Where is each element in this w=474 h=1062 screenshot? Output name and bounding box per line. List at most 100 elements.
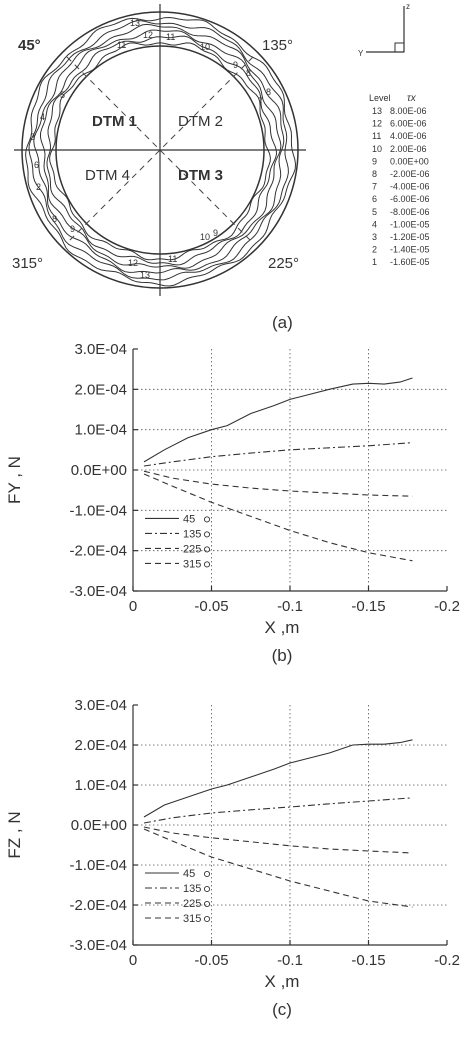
table-level-number: 10 [372, 144, 382, 154]
table-level-value: -1.00E-05 [390, 219, 430, 229]
contour-number: 9 [213, 228, 218, 238]
x-tick-label: -0.1 [277, 952, 303, 969]
x-tick-label: -0.1 [277, 598, 303, 615]
legend-degree-icon [203, 561, 211, 568]
region-label-dtm3: DTM 3 [178, 167, 223, 184]
legend-label: 225 [183, 543, 201, 555]
table-header-level: Level [369, 93, 391, 103]
contour-number: 2 [36, 182, 41, 192]
table-level-number: 11 [372, 131, 381, 141]
legend-degree-icon [203, 546, 211, 553]
series-line-315 [143, 473, 413, 562]
y-tick-label: 3.0E-04 [74, 341, 127, 358]
legend-degree-icon [203, 516, 211, 523]
table-level-number: 5 [372, 207, 377, 217]
fz-force-chart: 0 -0.05 -0.1 -0.15 -0.2 3.0E-04 2.0E-04 1.0E-04… [5, 697, 460, 1019]
table-level-number: 3 [372, 232, 377, 242]
region-label-dtm2: DTM 2 [178, 113, 223, 130]
contour-number: 4 [40, 112, 45, 122]
series-line-225 [143, 826, 413, 854]
y-tick-label: 1.0E-04 [74, 422, 127, 439]
table-level-number: 8 [372, 169, 377, 179]
axis-glyph-y: Y [358, 49, 364, 58]
y-tick-label: -3.0E-04 [69, 937, 127, 954]
legend-label: 225 [183, 898, 201, 910]
x-tick-label: -0.15 [351, 952, 385, 969]
contour-number: 5 [60, 90, 65, 100]
ring-contour-panel: DTM 1 DTM 2 DTM 3 DTM 4 45° 135° 225° 31… [12, 2, 430, 332]
contour-number: 6 [34, 160, 39, 170]
legend-label: 45 [183, 513, 195, 525]
y-tick-label: 3.0E-04 [74, 697, 127, 714]
x-tick-label: -0.2 [434, 952, 460, 969]
table-header-tau: τx [407, 93, 417, 104]
contour-number: 8 [246, 68, 251, 78]
y-tick-label: -2.0E-04 [69, 897, 127, 914]
legend-label: 135 [183, 883, 201, 895]
x-tick-label: 0 [129, 598, 137, 615]
series-line-135 [143, 442, 413, 467]
y-tick-label: -1.0E-04 [69, 857, 127, 874]
region-label-dtm4: DTM 4 [85, 167, 130, 184]
table-level-value: -2.00E-06 [390, 169, 430, 179]
table-level-number: 1 [372, 257, 377, 267]
table-level-value: 6.00E-06 [390, 119, 427, 129]
angle-label-225: 225° [268, 255, 299, 272]
table-level-value: 2.00E-06 [390, 144, 427, 154]
legend-label: 135 [183, 528, 201, 540]
contour-number: 12 [143, 30, 153, 40]
x-tick-label: -0.05 [194, 598, 228, 615]
legend-degree-icon [203, 915, 211, 923]
table-level-number: 12 [372, 119, 382, 129]
series-line-315 [143, 828, 413, 908]
table-level-number: 2 [372, 245, 377, 255]
contour-number: 8 [266, 87, 271, 97]
legend-degree-icon [203, 870, 211, 878]
x-axis-label: X ,m [265, 972, 300, 991]
series-line-45 [143, 377, 413, 463]
contour-number: 7 [258, 96, 263, 106]
legend-degree-icon [203, 900, 211, 908]
panel-caption: (c) [272, 1000, 292, 1019]
legend-degree-icon [203, 885, 211, 893]
x-axis-label: X ,m [265, 618, 300, 637]
y-axis-label: FY , N [5, 456, 24, 504]
legend-degree-icon [203, 531, 211, 538]
angle-label-45: 45° [18, 37, 41, 54]
table-level-value: -4.00E-06 [390, 182, 430, 192]
contour-number: 10 [200, 42, 210, 52]
contour-number: 10 [200, 232, 210, 242]
table-level-number: 7 [372, 182, 377, 192]
angle-label-315: 315° [12, 255, 43, 272]
y-tick-label: 2.0E-04 [74, 381, 127, 398]
x-tick-label: -0.2 [434, 598, 460, 615]
series-line-45 [143, 739, 413, 818]
table-level-value: 0.00E+00 [390, 156, 429, 166]
x-tick-label: 0 [129, 952, 137, 969]
table-level-value: -6.00E-06 [390, 194, 430, 204]
contour-number: 13 [130, 18, 140, 28]
panel-caption: (b) [272, 646, 293, 665]
contour-number: 9 [233, 60, 238, 70]
x-tick-label: -0.15 [351, 598, 385, 615]
y-tick-label: 1.0E-04 [74, 777, 127, 794]
table-level-number: 4 [372, 219, 377, 229]
legend-label: 315 [183, 558, 201, 570]
contour-number: 12 [128, 258, 138, 268]
caption-a: (a) [272, 313, 293, 332]
contour-number: 11 [117, 40, 126, 50]
table-level-value: 8.00E-06 [390, 106, 427, 116]
series-line-225 [143, 470, 413, 497]
y-tick-label: -2.0E-04 [69, 543, 127, 560]
table-level-value: -1.20E-05 [390, 232, 430, 242]
y-tick-label: 0.0E+00 [71, 462, 127, 479]
legend-label: 315 [183, 913, 201, 925]
legend-label: 45 [183, 868, 195, 880]
y-tick-label: -3.0E-04 [69, 583, 127, 600]
region-label-dtm1: DTM 1 [92, 113, 137, 130]
contour-number: 3 [30, 132, 35, 142]
table-level-number: 13 [372, 106, 382, 116]
x-tick-label: -0.05 [194, 952, 228, 969]
